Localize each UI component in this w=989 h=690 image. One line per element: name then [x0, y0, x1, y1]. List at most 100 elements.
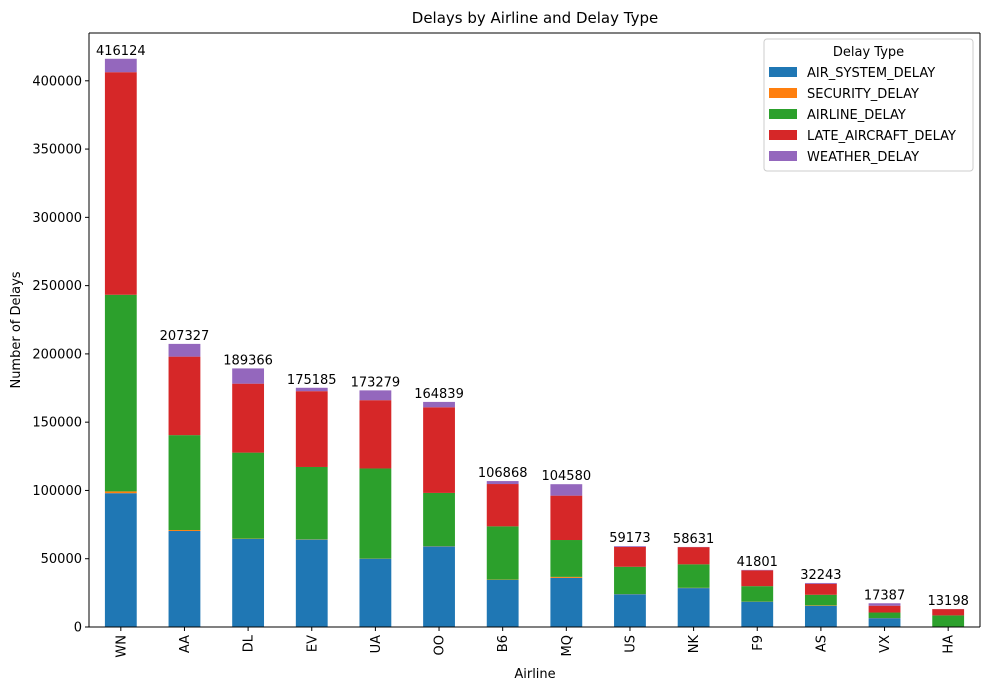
bar-oo-weather-delay [423, 401, 455, 408]
bar-wn-air-system-delay [104, 493, 137, 627]
bar-aa-air-system-delay [168, 531, 201, 627]
bar-dl-air-system-delay [232, 538, 265, 627]
x-tick-label-vx: VX [878, 635, 893, 653]
bar-ha-airline-delay [932, 615, 965, 627]
bar-dl-late-aircraft-delay [232, 383, 265, 453]
bar-us-late-aircraft-delay [614, 546, 646, 567]
bar-wn-security-delay [104, 491, 137, 494]
bar-ev-air-system-delay [295, 539, 328, 627]
total-label-ua: 173279 [351, 375, 401, 390]
bar-vx-late-aircraft-delay [868, 605, 901, 613]
bar-b6-late-aircraft-delay [486, 484, 519, 527]
bar-ev-weather-delay [295, 387, 328, 392]
bar-wn-late-aircraft-delay [104, 72, 137, 295]
chart-title: Delays by Airline and Delay Type [412, 9, 658, 27]
x-tick-label-b6: B6 [496, 635, 511, 652]
bar-vx-air-system-delay [868, 618, 901, 627]
x-tick-label-dl: DL [242, 634, 257, 652]
total-label-as: 32243 [800, 568, 841, 583]
legend-swatch-air-system-delay [769, 67, 797, 77]
x-tick-label-as: AS [814, 635, 829, 652]
bar-ha-late-aircraft-delay [932, 609, 965, 616]
bar-nk-air-system-delay [677, 588, 710, 627]
legend-label-security-delay: SECURITY_DELAY [807, 87, 919, 102]
total-label-oo: 164839 [414, 387, 464, 402]
bar-ev-late-aircraft-delay [295, 391, 328, 467]
bar-us-air-system-delay [614, 594, 646, 627]
bar-oo-air-system-delay [423, 546, 455, 627]
legend-label-airline-delay: AIRLINE_DELAY [807, 108, 906, 123]
total-label-nk: 58631 [673, 532, 714, 547]
legend-title: Delay Type [833, 45, 904, 60]
y-tick-label: 250000 [32, 279, 82, 294]
y-tick-label: 300000 [32, 211, 82, 226]
bars-layer [104, 58, 965, 627]
bar-as-air-system-delay [804, 605, 837, 627]
x-tick-label-oo: OO [433, 635, 448, 655]
total-label-ev: 175185 [287, 373, 337, 388]
bar-aa-airline-delay [168, 435, 201, 531]
bar-as-weather-delay [804, 582, 837, 584]
bar-f9-airline-delay [741, 586, 774, 602]
bar-mq-air-system-delay [550, 577, 583, 627]
bar-mq-security-delay [550, 576, 583, 578]
bar-vx-airline-delay [868, 612, 901, 618]
total-label-ha: 13198 [928, 594, 969, 609]
x-tick-label-ua: UA [369, 635, 384, 654]
y-axis-label: Number of Delays [9, 271, 24, 388]
bar-nk-airline-delay [677, 564, 710, 588]
bar-ua-late-aircraft-delay [359, 400, 392, 469]
bar-vx-weather-delay [868, 603, 901, 606]
bar-b6-weather-delay [486, 481, 519, 485]
bar-oo-late-aircraft-delay [423, 407, 455, 493]
axes-layer: 0 50000 100000 150000 200000 250000 300000 3500… [32, 32, 981, 658]
x-tick-label-wn: WN [114, 635, 129, 658]
legend-label-air-system-delay: AIR_SYSTEM_DELAY [807, 66, 935, 81]
legend-swatch-airline-delay [769, 109, 797, 119]
bar-ua-airline-delay [359, 468, 392, 559]
bar-us-airline-delay [614, 566, 646, 595]
bar-nk-late-aircraft-delay [677, 547, 710, 565]
legend-label-late-aircraft-delay: LATE_AIRCRAFT_DELAY [807, 129, 956, 144]
y-tick-label: 0 [74, 621, 82, 636]
bar-dl-weather-delay [232, 368, 265, 384]
total-label-f9: 41801 [737, 555, 778, 570]
y-tick-label: 350000 [32, 143, 82, 158]
bar-mq-late-aircraft-delay [550, 495, 583, 541]
bar-as-late-aircraft-delay [804, 583, 837, 595]
y-tick-label: 200000 [32, 347, 82, 362]
y-tick-label: 100000 [32, 484, 82, 499]
x-tick-label-ha: HA [942, 635, 957, 654]
bar-f9-air-system-delay [741, 601, 774, 627]
bar-b6-air-system-delay [486, 579, 519, 627]
bar-b6-airline-delay [486, 526, 519, 580]
bar-ua-air-system-delay [359, 558, 392, 627]
bar-as-airline-delay [804, 594, 837, 606]
x-tick-label-mq: MQ [560, 635, 575, 656]
x-tick-label-ev: EV [305, 635, 320, 652]
x-tick-label-nk: NK [687, 635, 702, 654]
total-label-vx: 17387 [864, 588, 905, 603]
legend-swatch-weather-delay [769, 151, 797, 161]
total-label-mq: 104580 [541, 469, 591, 484]
total-labels-layer: 416124 207327 189366 175185 173279 164839 1068… [96, 44, 969, 609]
legend-label-weather-delay: WEATHER_DELAY [807, 150, 919, 165]
bar-aa-security-delay [168, 530, 201, 532]
total-label-aa: 207327 [160, 329, 210, 344]
bar-ev-airline-delay [295, 466, 328, 540]
bar-f9-late-aircraft-delay [741, 570, 774, 587]
bar-aa-late-aircraft-delay [168, 356, 201, 436]
bar-wn-weather-delay [104, 58, 137, 73]
bar-aa-weather-delay [168, 343, 201, 357]
bar-mq-weather-delay [550, 484, 583, 496]
x-tick-label-us: US [623, 635, 638, 653]
bar-mq-airline-delay [550, 540, 583, 577]
total-label-wn: 416124 [96, 44, 146, 59]
total-label-dl: 189366 [223, 353, 273, 368]
legend-frame [763, 38, 974, 172]
legend-swatch-security-delay [769, 88, 797, 98]
bar-wn-airline-delay [104, 294, 137, 492]
total-label-us: 59173 [609, 531, 650, 546]
